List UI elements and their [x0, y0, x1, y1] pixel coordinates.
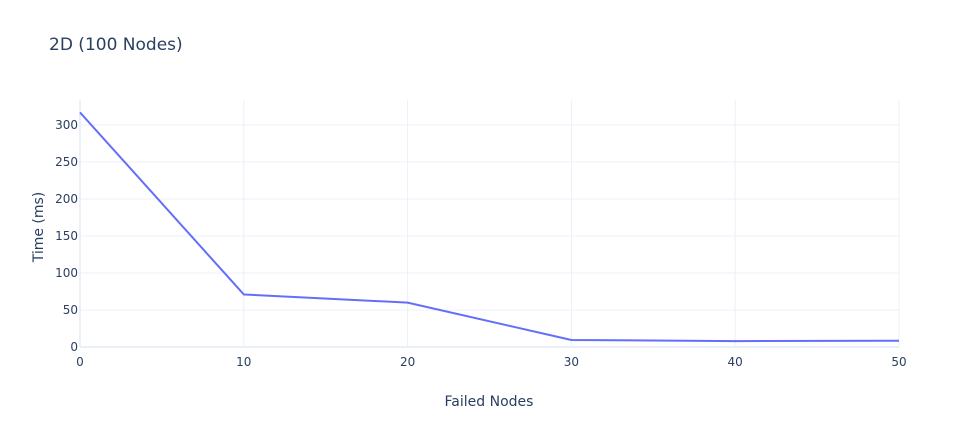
y-tick-label: 0 — [70, 340, 78, 354]
y-tick-label: 150 — [55, 229, 78, 243]
x-tick-label: 30 — [564, 355, 579, 369]
y-tick-label: 50 — [63, 303, 78, 317]
x-tick-label: 10 — [236, 355, 251, 369]
x-axis-title: Failed Nodes — [445, 394, 534, 410]
x-tick-label: 50 — [891, 355, 906, 369]
grid-layer — [79, 100, 900, 348]
y-tick-label: 300 — [55, 118, 78, 132]
x-tick-labels: 0 10 20 30 40 50 — [76, 355, 906, 369]
series-layer — [79, 111, 900, 343]
y-tick-labels: 0 50 100 150 200 250 300 — [55, 118, 78, 354]
y-tick-label: 100 — [55, 266, 78, 280]
y-tick-label: 250 — [55, 155, 78, 169]
x-tick-label: 20 — [400, 355, 415, 369]
chart-title: 2D (100 Nodes) — [49, 35, 183, 55]
x-tick-label: 0 — [76, 355, 84, 369]
series-line — [79, 111, 900, 343]
y-tick-label: 200 — [55, 192, 78, 206]
y-axis-title: Time (ms) — [31, 192, 47, 264]
x-tick-label: 40 — [728, 355, 743, 369]
